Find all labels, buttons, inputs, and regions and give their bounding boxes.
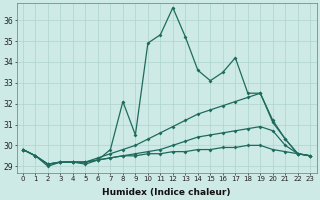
X-axis label: Humidex (Indice chaleur): Humidex (Indice chaleur) <box>102 188 231 197</box>
